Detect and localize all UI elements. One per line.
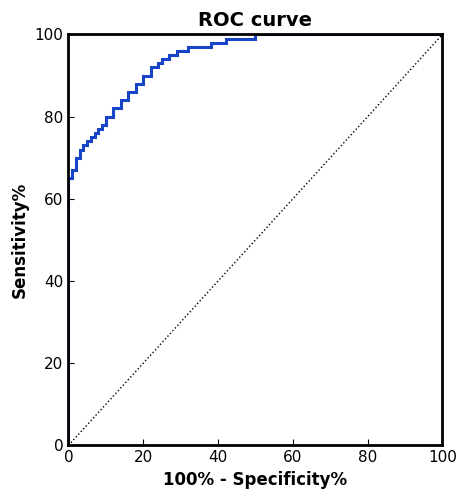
Y-axis label: Sensitivity%: Sensitivity% — [11, 182, 29, 298]
Title: ROC curve: ROC curve — [198, 11, 313, 30]
X-axis label: 100% - Specificity%: 100% - Specificity% — [163, 471, 347, 489]
